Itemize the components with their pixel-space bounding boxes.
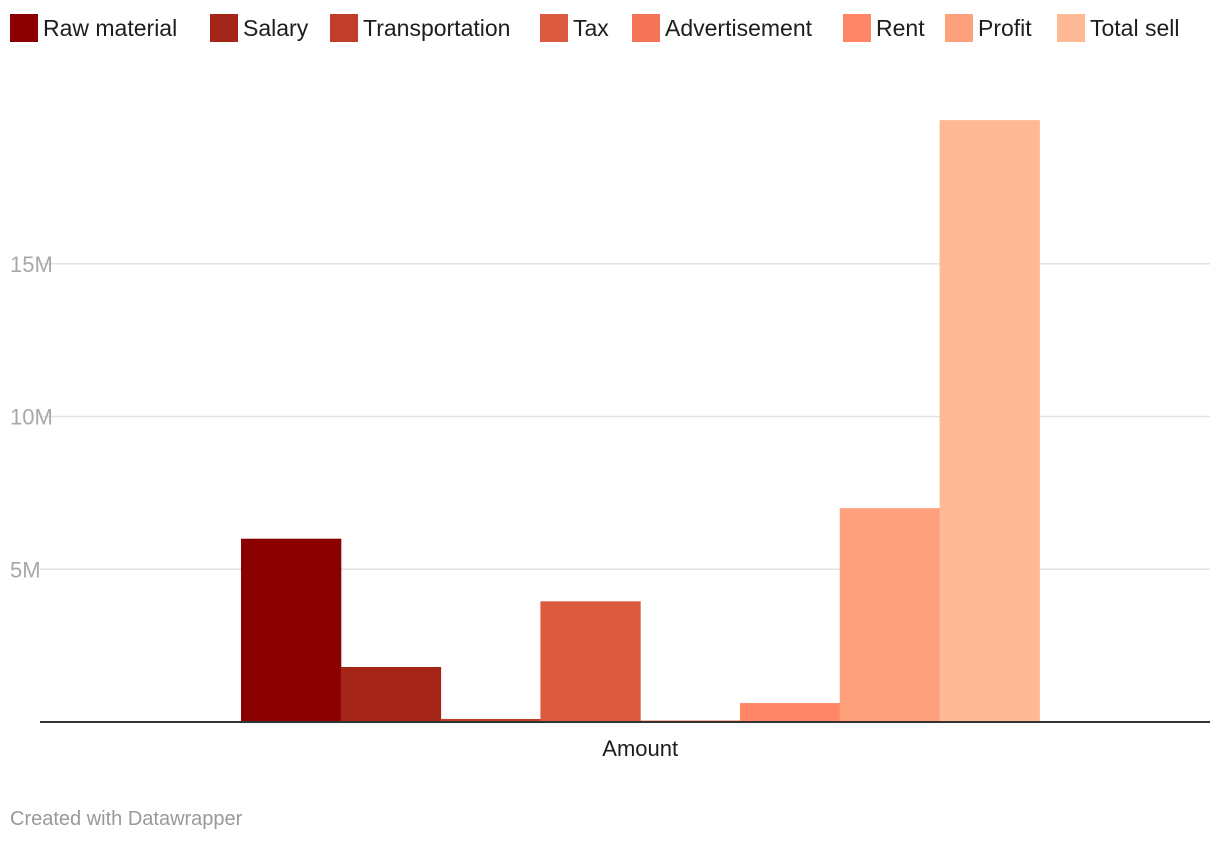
legend-label: Profit <box>978 15 1032 41</box>
x-category-label: Amount <box>602 736 678 761</box>
bar-total-sell <box>939 120 1040 723</box>
legend-item: Raw material <box>10 14 177 42</box>
bar-rent <box>740 703 841 722</box>
legend-label: Rent <box>876 15 925 41</box>
legend-swatch <box>210 14 238 42</box>
credit-text: Created with Datawrapper <box>10 808 243 830</box>
legend-swatch <box>10 14 38 42</box>
legend-item: Advertisement <box>632 14 813 42</box>
legend-label: Tax <box>573 15 609 41</box>
bar-tax <box>540 601 641 722</box>
legend-label: Advertisement <box>665 15 813 41</box>
bar-profit <box>839 508 941 722</box>
legend-item: Total sell <box>1057 14 1179 42</box>
legend-label: Total sell <box>1090 15 1179 41</box>
y-tick-label: 10M <box>10 405 53 430</box>
legend-swatch <box>330 14 358 42</box>
legend-swatch <box>843 14 871 42</box>
legend-item: Transportation <box>330 14 510 42</box>
legend-item: Tax <box>540 14 609 42</box>
legend-item: Rent <box>843 14 925 42</box>
legend-swatch <box>945 14 973 42</box>
bar-chart: Raw material Salary Transportation Tax Adver… <box>10 14 1210 761</box>
x-axis-labels: Amount <box>602 736 678 761</box>
legend-label: Transportation <box>363 15 510 41</box>
bar-salary <box>340 667 442 722</box>
legend-item: Profit <box>945 14 1032 42</box>
legend-swatch <box>1057 14 1085 42</box>
legend: Raw material Salary Transportation Tax Adver… <box>10 14 1179 42</box>
bar-raw-material <box>241 538 342 722</box>
legend-swatch <box>632 14 660 42</box>
legend-swatch <box>540 14 568 42</box>
bars <box>241 120 1040 723</box>
legend-item: Salary <box>210 14 309 42</box>
bar-transportation <box>440 718 541 722</box>
legend-label: Salary <box>243 15 309 41</box>
y-tick-label: 15M <box>10 252 53 277</box>
legend-label: Raw material <box>43 15 177 41</box>
y-tick-label: 5M <box>10 557 41 582</box>
